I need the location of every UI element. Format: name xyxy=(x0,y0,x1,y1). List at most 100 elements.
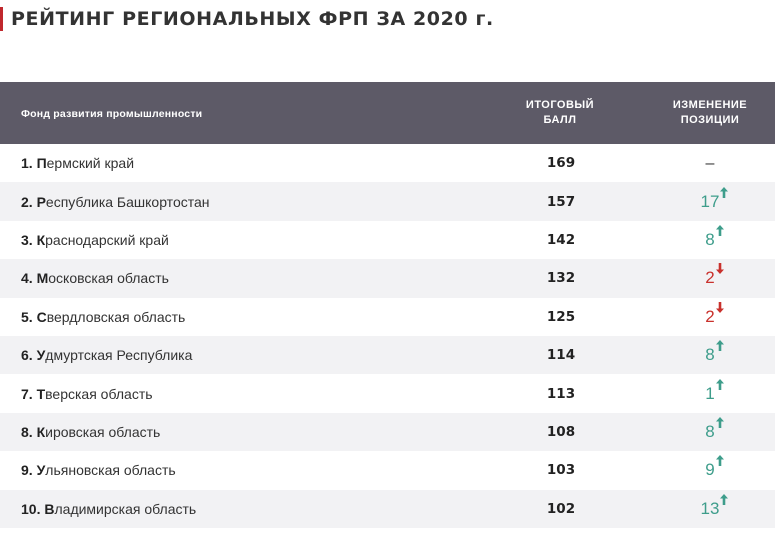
rank-number: 1. xyxy=(21,155,37,172)
table-header: Фонд развития промышленности ИТОГОВЫЙ БАЛ… xyxy=(0,82,775,144)
region-name: 4. Московская область xyxy=(21,270,169,286)
header-fund-name: Фонд развития промышленности xyxy=(21,108,203,120)
region-initial: У xyxy=(36,462,46,479)
position-change: 8 xyxy=(648,416,772,442)
change-value-wrap: 8 xyxy=(705,340,724,365)
region-initial: Т xyxy=(36,385,46,402)
region-rest: ладимирская область xyxy=(54,500,197,517)
rank-number: 6. xyxy=(21,347,37,364)
rank-number: 8. xyxy=(21,423,37,440)
region-rest: ермский край xyxy=(46,155,135,172)
position-change: 8 xyxy=(648,224,772,250)
region-rest: льяновская область xyxy=(45,462,176,479)
change-value-wrap: 9 xyxy=(705,455,724,480)
position-change: 13 xyxy=(648,493,772,519)
change-value-wrap: 2 xyxy=(705,263,724,288)
table-row: 2. Республика Башкортостан 157 17 xyxy=(0,182,775,221)
total-score: 114 xyxy=(546,347,576,364)
rating-table: Фонд развития промышленности ИТОГОВЫЙ БАЛ… xyxy=(0,82,775,528)
region-initial: У xyxy=(36,347,46,364)
region-initial: В xyxy=(44,500,55,517)
table-row: 4. Московская область 132 2 xyxy=(0,259,775,298)
total-score: 102 xyxy=(546,500,576,517)
change-value: 8 xyxy=(705,229,715,249)
page-title: РЕЙТИНГ РЕГИОНАЛЬНЫХ ФРП ЗА 2020 г. xyxy=(11,8,494,30)
region-rest: осковская область xyxy=(48,270,169,287)
table-body: 1. Пермский край 169 – 2. Республика Башкор… xyxy=(0,144,775,528)
region-name: 5. Свердловская область xyxy=(21,309,185,325)
region-initial: П xyxy=(36,155,47,172)
change-value-wrap: 8 xyxy=(705,416,724,442)
total-score: 103 xyxy=(546,462,576,479)
change-value: 1 xyxy=(705,383,715,403)
table-row: 5. Свердловская область 125 2 xyxy=(0,298,775,336)
position-change: 9 xyxy=(648,455,772,480)
rank-number: 9. xyxy=(21,462,37,479)
region-initial: Р xyxy=(36,193,46,210)
region-name: 10. Владимирская область xyxy=(21,501,196,517)
rank-number: 2. xyxy=(21,193,37,210)
change-value-wrap: 1 xyxy=(705,378,724,404)
change-value: 13 xyxy=(700,498,720,518)
change-value-wrap: 2 xyxy=(705,301,724,327)
change-value-wrap: 17 xyxy=(700,186,729,212)
change-value: 2 xyxy=(705,268,715,288)
total-score: 125 xyxy=(546,308,576,325)
arrow-up-icon xyxy=(720,493,729,505)
arrow-up-icon xyxy=(720,186,729,198)
arrow-down-icon xyxy=(715,301,724,313)
title-block: РЕЙТИНГ РЕГИОНАЛЬНЫХ ФРП ЗА 2020 г. xyxy=(0,6,494,32)
position-change: 1 xyxy=(648,378,772,404)
change-value: 17 xyxy=(700,191,720,211)
region-name: 7. Тверская область xyxy=(21,386,153,402)
header-total-score: ИТОГОВЫЙ БАЛЛ xyxy=(525,99,595,126)
table-row: 3. Краснодарский край 142 8 xyxy=(0,221,775,259)
change-value: 8 xyxy=(705,421,715,441)
position-change: 17 xyxy=(648,186,772,212)
region-name: 9. Ульяновская область xyxy=(21,462,176,478)
region-initial: К xyxy=(36,231,46,248)
header-position-change: ИЗМЕНЕНИЕ ПОЗИЦИИ xyxy=(672,99,748,126)
region-rest: раснодарский край xyxy=(45,231,169,248)
rank-number: 4. xyxy=(21,270,37,287)
accent-bar xyxy=(0,7,3,31)
region-initial: К xyxy=(36,423,46,440)
rank-number: 7. xyxy=(21,385,37,402)
region-rest: вердловская область xyxy=(46,308,186,325)
position-change: 2 xyxy=(648,263,772,288)
position-change: 8 xyxy=(648,340,772,365)
region-initial: М xyxy=(36,270,49,287)
total-score: 169 xyxy=(546,155,576,172)
region-name: 2. Республика Башкортостан xyxy=(21,194,210,210)
arrow-up-icon xyxy=(715,378,724,390)
change-value: 2 xyxy=(705,306,715,326)
rank-number: 3. xyxy=(21,231,37,248)
table-row: 1. Пермский край 169 – xyxy=(0,144,775,182)
region-rest: ировская область xyxy=(45,423,161,440)
table-row: 10. Владимирская область 102 13 xyxy=(0,489,775,528)
arrow-up-icon xyxy=(715,455,724,467)
region-rest: еспублика Башкортостан xyxy=(45,193,210,210)
rank-number: 10. xyxy=(21,500,45,517)
region-name: 6. Удмуртская Республика xyxy=(21,347,192,363)
region-rest: дмуртская Республика xyxy=(45,347,193,364)
total-score: 157 xyxy=(546,193,576,210)
table-row: 9. Ульяновская область 103 9 xyxy=(0,451,775,489)
region-name: 1. Пермский край xyxy=(21,155,134,171)
table-row: 6. Удмуртская Республика 114 8 xyxy=(0,335,775,375)
total-score: 108 xyxy=(546,423,576,440)
arrow-down-icon xyxy=(715,263,724,275)
region-name: 3. Краснодарский край xyxy=(21,232,169,248)
total-score: 142 xyxy=(546,231,576,248)
change-value: – xyxy=(705,155,715,173)
total-score: 132 xyxy=(546,270,576,287)
rank-number: 5. xyxy=(21,308,37,325)
total-score: 113 xyxy=(546,385,576,402)
change-value-wrap: 13 xyxy=(700,493,729,519)
table-row: 8. Кировская область 108 8 xyxy=(0,412,775,452)
change-value-wrap: 8 xyxy=(705,224,724,250)
region-rest: верская область xyxy=(45,385,153,402)
region-name: 8. Кировская область xyxy=(21,424,160,440)
arrow-up-icon xyxy=(715,224,724,236)
change-value-wrap: – xyxy=(706,155,715,173)
